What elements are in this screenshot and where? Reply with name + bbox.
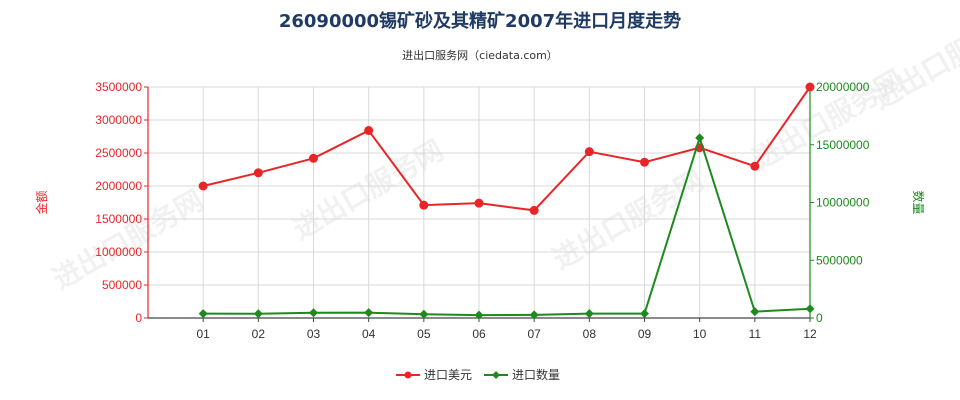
series-layer	[198, 82, 815, 320]
series-1-point	[529, 310, 539, 320]
series-0-point	[640, 157, 649, 167]
y-right-tick-label: 15000000	[816, 138, 870, 152]
x-axis-ticks: 01 02 03 04 05 06 07 08 09 10 11 12	[196, 318, 817, 341]
y-axis-left-title: 金额	[34, 190, 49, 214]
grid-lines	[148, 86, 811, 319]
chart-title: 26090000锡矿砂及其精矿2007年进口月度走势	[279, 10, 681, 32]
y-right-tick-label: 20000000	[816, 80, 870, 94]
y-left-tick-label: 2500000	[95, 146, 142, 160]
series-line-0	[202, 86, 811, 212]
series-1-point	[198, 309, 208, 319]
x-tick-label: 10	[693, 327, 707, 341]
y-right-tick-label: 10000000	[816, 196, 870, 210]
series-1-point	[805, 304, 815, 314]
y-left-tick-label: 1500000	[95, 212, 142, 226]
series-1-point	[695, 133, 705, 143]
series-1-point	[474, 310, 484, 320]
series-1-point	[309, 308, 318, 318]
series-0-point	[309, 153, 318, 163]
legend-item-usd[interactable]: 进口美元	[396, 368, 472, 382]
x-tick-label: 04	[362, 327, 376, 341]
y-right-tick-label: 0	[816, 311, 823, 325]
series-0-point	[750, 161, 760, 171]
x-tick-label: 07	[527, 327, 541, 341]
legend-marker-quantity	[492, 371, 500, 379]
series-0-point	[253, 168, 263, 178]
legend: 进口美元 进口数量	[396, 367, 560, 382]
y-left-tick-label: 3500000	[95, 80, 142, 94]
x-tick-label: 06	[472, 327, 486, 341]
x-tick-label: 05	[417, 327, 431, 341]
watermark-text: 进出口服务网	[867, 3, 960, 116]
series-1-point	[253, 309, 263, 319]
x-tick-label: 03	[307, 327, 321, 341]
watermark-text: 进出口服务网	[287, 133, 449, 246]
series-0-point	[805, 82, 815, 92]
series-0-point	[364, 126, 374, 136]
y-left-tick-label: 1000000	[95, 245, 142, 259]
legend-item-quantity[interactable]: 进口数量	[484, 367, 560, 382]
chart-subtitle: 进出口服务网（ciedata.com）	[402, 48, 558, 62]
x-tick-label: 11	[749, 327, 762, 341]
watermark-text: 进出口服务网	[547, 163, 709, 276]
x-tick-label: 01	[196, 327, 210, 341]
y-axis-right-ticks: 0 5000000 10000000 15000000 20000000	[810, 80, 870, 325]
series-0-point	[474, 198, 484, 208]
x-tick-label: 12	[803, 327, 817, 341]
x-tick-label: 02	[252, 327, 266, 341]
y-left-tick-label: 3000000	[95, 113, 142, 127]
x-tick-label: 08	[583, 327, 597, 341]
series-1-point	[584, 309, 594, 319]
legend-marker-usd	[404, 371, 412, 379]
series-line-1	[203, 134, 811, 317]
series-1-point	[640, 309, 649, 319]
y-left-tick-label: 500000	[102, 278, 142, 292]
series-1-point	[419, 309, 429, 319]
legend-label-usd: 进口美元	[424, 368, 472, 382]
y-axis-right-title: 数量	[911, 190, 926, 214]
series-0-point	[198, 181, 208, 191]
series-1-point	[364, 308, 374, 318]
y-axis-left-ticks: 0 500000 1000000 1500000 2000000 2500000 30000…	[95, 80, 148, 325]
series-1-point	[750, 307, 760, 317]
series-0-point	[419, 200, 429, 210]
x-tick-label: 09	[638, 327, 652, 341]
y-left-tick-label: 2000000	[95, 179, 142, 193]
series-0-point	[529, 205, 539, 215]
series-0-point	[584, 147, 594, 157]
y-left-tick-label: 0	[135, 311, 142, 325]
legend-label-quantity: 进口数量	[512, 367, 560, 382]
y-right-tick-label: 5000000	[816, 253, 863, 267]
